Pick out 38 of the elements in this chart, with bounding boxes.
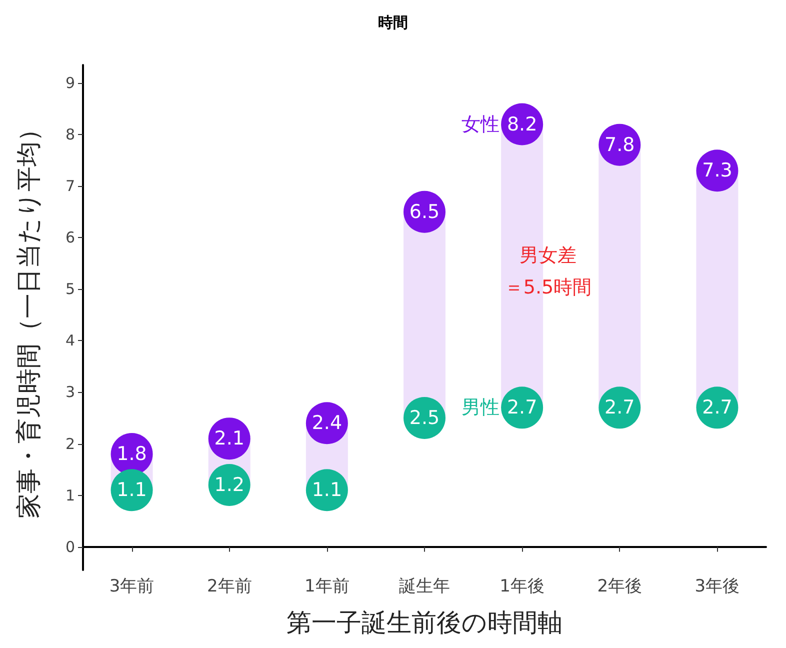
x-tick-label: 2年前 bbox=[206, 576, 252, 596]
y-tick-label: 4 bbox=[65, 332, 75, 350]
data-label: 2.7 bbox=[506, 396, 538, 419]
data-label: 7.3 bbox=[702, 160, 732, 182]
series-label: 男性 bbox=[462, 396, 500, 419]
y-tick-label: 8 bbox=[65, 126, 75, 144]
x-tick-label: 3年後 bbox=[694, 576, 740, 596]
chart-title: 時間 bbox=[378, 14, 408, 32]
annotation: ＝5.5時間 bbox=[504, 276, 592, 298]
x-tick-label: 1年前 bbox=[304, 576, 350, 596]
data-label: 1.1 bbox=[116, 479, 147, 502]
x-tick-label: 1年後 bbox=[500, 576, 544, 596]
data-label: 6.5 bbox=[409, 200, 440, 223]
data-label: 2.7 bbox=[702, 396, 732, 419]
data-label: 2.7 bbox=[604, 396, 635, 419]
y-axis-title: 家事・育児時間（一日当たり平均） bbox=[14, 116, 43, 518]
data-label: 7.8 bbox=[604, 134, 635, 156]
data-label: 1.8 bbox=[116, 443, 147, 466]
series-label: 女性 bbox=[462, 113, 500, 136]
data-label: 1.1 bbox=[312, 479, 342, 502]
y-tick-label: 6 bbox=[65, 228, 75, 247]
y-tick-label: 7 bbox=[65, 177, 75, 196]
annotation: 男女差 bbox=[520, 244, 576, 266]
x-tick-label: 誕生年 bbox=[399, 576, 450, 596]
y-tick-label: 1 bbox=[65, 486, 75, 504]
y-tick-label: 3 bbox=[65, 383, 75, 402]
x-axis-title: 第一子誕生前後の時間軸 bbox=[286, 608, 562, 637]
data-label: 8.2 bbox=[506, 113, 538, 136]
y-tick-label: 2 bbox=[65, 434, 75, 453]
x-tick-label: 3年前 bbox=[109, 576, 154, 596]
data-label: 1.2 bbox=[214, 474, 244, 496]
data-label: 2.1 bbox=[214, 428, 244, 450]
y-tick-label: 0 bbox=[65, 538, 75, 556]
y-tick-label: 9 bbox=[65, 74, 75, 92]
data-label: 2.5 bbox=[409, 406, 440, 429]
data-label: 2.4 bbox=[312, 412, 342, 434]
x-tick-label: 2年後 bbox=[597, 576, 642, 596]
y-tick-label: 5 bbox=[65, 280, 75, 298]
